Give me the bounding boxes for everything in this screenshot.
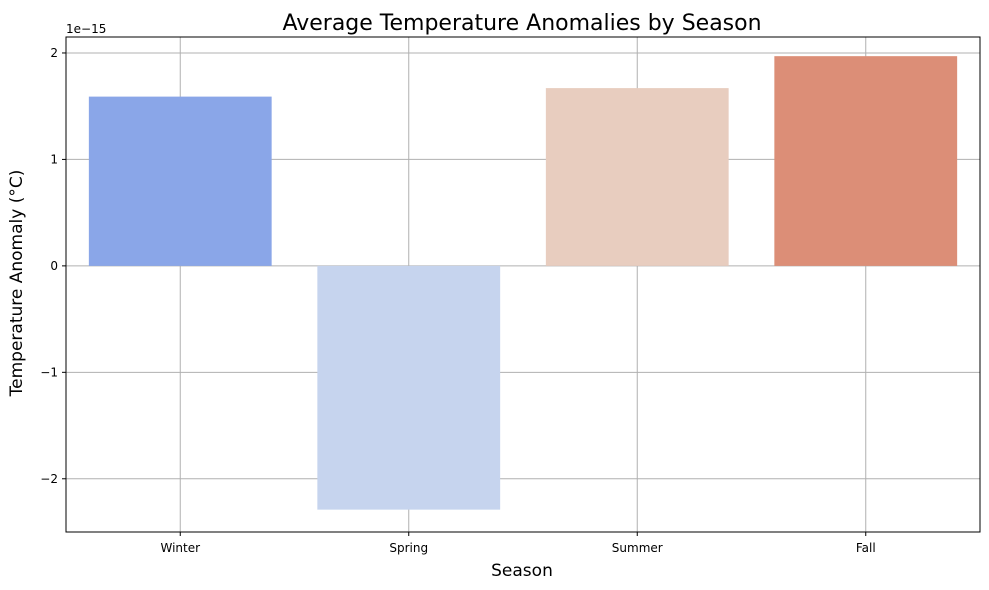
chart-title: Average Temperature Anomalies by Season bbox=[282, 11, 761, 36]
x-tick-label: Summer bbox=[612, 541, 663, 555]
y-tick-label: 1 bbox=[50, 152, 58, 166]
y-tick-label: −2 bbox=[40, 472, 58, 486]
bar-fall bbox=[774, 56, 958, 266]
plot-frame bbox=[65, 36, 981, 533]
y-axis-label: Temperature Anomaly (°C) bbox=[7, 170, 27, 398]
bar-spring bbox=[317, 265, 501, 510]
x-tick-label: Winter bbox=[160, 541, 200, 555]
bar-winter bbox=[88, 96, 272, 266]
y-axis-offset-label: 1e−15 bbox=[66, 22, 106, 36]
x-tick-label: Spring bbox=[389, 541, 428, 555]
x-tick-label: Fall bbox=[856, 541, 876, 555]
bar-summer bbox=[545, 88, 729, 266]
axis-ticks: −2 −1 0 1 2 Winter Spring Summer Fall bbox=[40, 46, 875, 555]
x-axis-label: Season bbox=[491, 561, 553, 581]
y-tick-label: 2 bbox=[50, 46, 58, 60]
bars bbox=[88, 56, 958, 510]
y-tick-label: 0 bbox=[50, 259, 58, 273]
y-tick-label: −1 bbox=[40, 365, 58, 379]
